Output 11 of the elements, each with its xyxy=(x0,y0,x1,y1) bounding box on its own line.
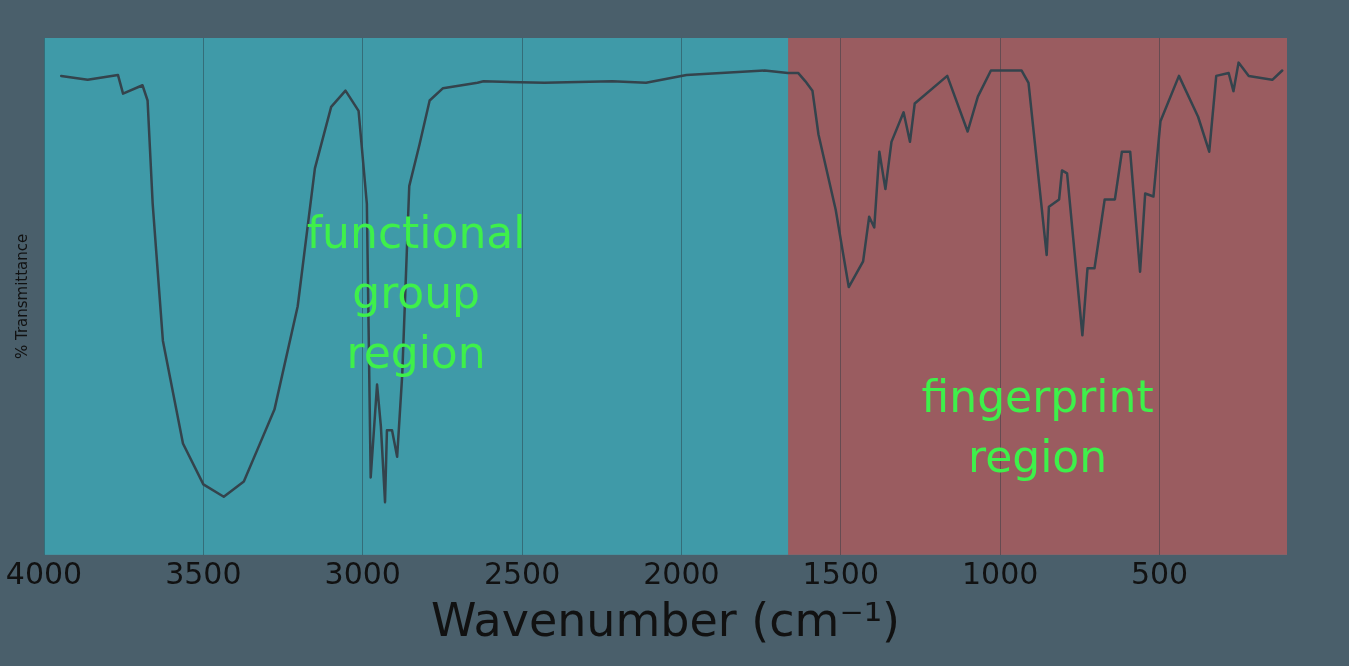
x-tick-label: 3000 xyxy=(324,555,401,591)
x-tick-label: 500 xyxy=(1130,555,1189,591)
x-tick-label: 1500 xyxy=(802,555,879,591)
x-tick-label: 3500 xyxy=(165,555,242,591)
band-label: fingerprint region xyxy=(921,371,1154,483)
x-tick-label: 4000 xyxy=(5,555,83,591)
x-tick-label: 2000 xyxy=(643,555,720,591)
x-axis-title: Wavenumber (cm⁻¹) xyxy=(430,593,901,648)
x-tick-label: 1000 xyxy=(961,555,1039,591)
x-tick-label: 2500 xyxy=(483,555,561,591)
y-axis-title: % Transmittance xyxy=(12,233,31,360)
